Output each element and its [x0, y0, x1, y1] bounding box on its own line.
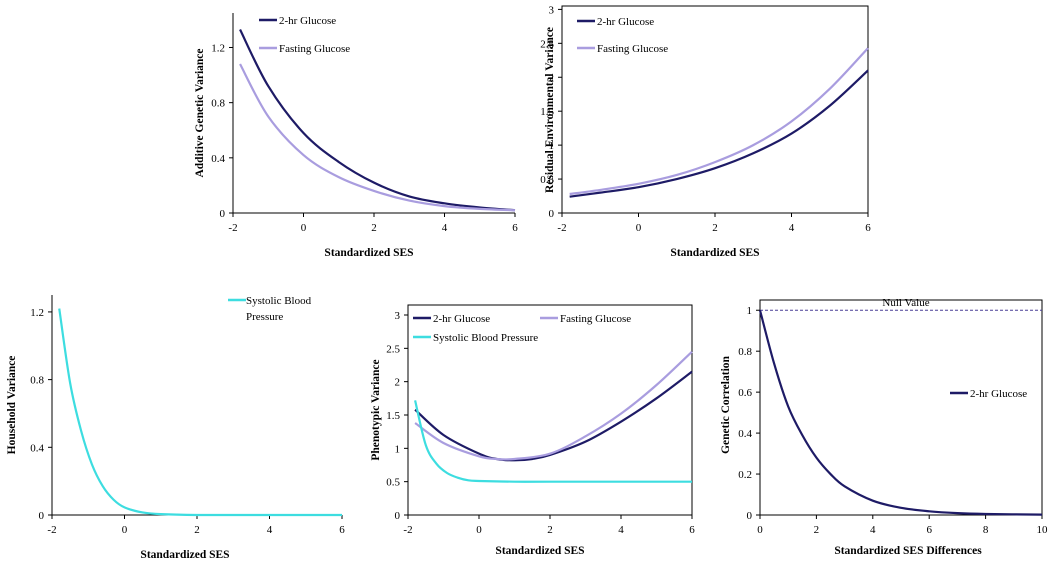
legend-label: 2-hr Glucose — [279, 15, 336, 27]
y-tick-label: 2 — [395, 377, 401, 389]
y-tick-label: 0 — [39, 510, 45, 522]
series-line-systolic-blood-pressure — [58, 308, 342, 517]
y-tick-label: 0.8 — [211, 98, 225, 110]
x-tick-label: 4 — [870, 524, 876, 536]
legend-label: Pressure — [246, 311, 283, 323]
x-tick-label: -2 — [47, 524, 56, 536]
y-tick-label: 2.5 — [386, 343, 400, 355]
y-tick-label: 2.5 — [540, 38, 554, 50]
legend-label: 2-hr Glucose — [597, 16, 654, 28]
y-axis-title: Household Variance — [6, 356, 18, 455]
x-tick-label: 8 — [983, 524, 989, 536]
null-value-label: Null Value — [882, 297, 929, 309]
x-tick-label: 0 — [122, 524, 128, 536]
series-line-2-hr-glucose — [414, 370, 693, 462]
x-tick-label: 4 — [442, 222, 448, 234]
legend-label: Fasting Glucose — [279, 43, 350, 55]
x-tick-label: 6 — [339, 524, 345, 536]
x-tick-label: 6 — [865, 222, 871, 234]
x-tick-label: 2 — [371, 222, 377, 234]
y-tick-label: 0.5 — [386, 477, 400, 489]
x-axis-title: Standardized SES Differences — [834, 545, 982, 557]
x-tick-label: 2 — [547, 524, 553, 536]
series-line-systolic-blood-pressure — [414, 400, 692, 483]
series-line-fasting-glucose — [414, 350, 693, 461]
y-tick-label: 1.2 — [211, 42, 225, 54]
series-line-fasting-glucose — [239, 63, 516, 212]
x-tick-label: 4 — [618, 524, 624, 536]
y-tick-label: 1.2 — [30, 307, 44, 319]
y-tick-label: 0.4 — [738, 428, 752, 440]
y-tick-label: 0 — [549, 208, 555, 220]
series-line-2-hr-glucose — [758, 309, 1043, 516]
y-tick-label: 0 — [747, 510, 753, 522]
x-tick-label: 2 — [712, 222, 718, 234]
y-tick-label: 1 — [549, 140, 555, 152]
y-axis-title: Genetic Correlation — [720, 355, 732, 453]
y-axis-title: Additive Genetic Variance — [194, 48, 206, 177]
panel-genetic-correlation: 0 2 4 6 8 10 0 0.2 0.4 0.6 0.8 1 Standardized SES Di… — [720, 297, 1048, 557]
y-tick-label: 0.4 — [211, 153, 225, 165]
x-tick-label: 6 — [689, 524, 695, 536]
series-line-2-hr-glucose — [569, 69, 869, 198]
x-axis-title: Standardized SES — [670, 247, 759, 259]
legend-label: Fasting Glucose — [560, 313, 631, 325]
y-tick-label: 3 — [395, 310, 401, 322]
x-tick-label: 0 — [476, 524, 482, 536]
x-tick-label: 6 — [512, 222, 518, 234]
x-tick-label: 4 — [267, 524, 273, 536]
y-tick-label: 0 — [395, 510, 401, 522]
x-tick-label: 4 — [789, 222, 795, 234]
x-axis-title: Standardized SES — [324, 247, 413, 259]
legend-label: Systolic Blood — [246, 295, 312, 307]
y-tick-label: 2 — [549, 72, 555, 84]
y-axis-title: Residual Environmental Variance — [544, 27, 556, 193]
legend-label: Systolic Blood Pressure — [433, 332, 538, 344]
y-tick-label: 0.8 — [30, 375, 44, 387]
y-tick-label: 0.8 — [738, 346, 752, 358]
x-tick-label: -2 — [403, 524, 412, 536]
x-axis-title: Standardized SES — [495, 545, 584, 557]
legend-label: Fasting Glucose — [597, 43, 668, 55]
x-tick-label: 10 — [1037, 524, 1049, 536]
plot-frame — [759, 299, 1043, 516]
x-axis-title: Standardized SES — [140, 549, 229, 561]
y-tick-label: 0.2 — [738, 469, 752, 481]
x-tick-label: 2 — [194, 524, 200, 536]
x-tick-label: -2 — [228, 222, 237, 234]
y-tick-label: 3 — [549, 4, 555, 16]
series-line-fasting-glucose — [569, 47, 869, 196]
x-tick-label: 0 — [301, 222, 307, 234]
series-line-2-hr-glucose — [239, 29, 516, 212]
y-tick-label: 1 — [395, 443, 401, 455]
y-tick-label: 0.4 — [30, 442, 44, 454]
x-tick-label: 0 — [636, 222, 642, 234]
x-tick-label: 2 — [814, 524, 820, 536]
y-tick-label: 1.5 — [386, 410, 400, 422]
y-tick-label: 1 — [747, 305, 753, 317]
x-tick-label: 0 — [757, 524, 763, 536]
legend-label: 2-hr Glucose — [433, 313, 490, 325]
y-tick-label: 0.6 — [738, 387, 752, 399]
x-tick-label: -2 — [557, 222, 566, 234]
x-tick-label: 6 — [926, 524, 932, 536]
y-tick-label: 0.5 — [540, 174, 554, 186]
y-tick-label: 1.5 — [540, 106, 554, 118]
legend-label: 2-hr Glucose — [970, 388, 1027, 400]
y-axis-title: Phenotypic Variance — [370, 359, 382, 460]
y-tick-label: 0 — [220, 208, 226, 220]
plot-frame — [561, 5, 869, 214]
